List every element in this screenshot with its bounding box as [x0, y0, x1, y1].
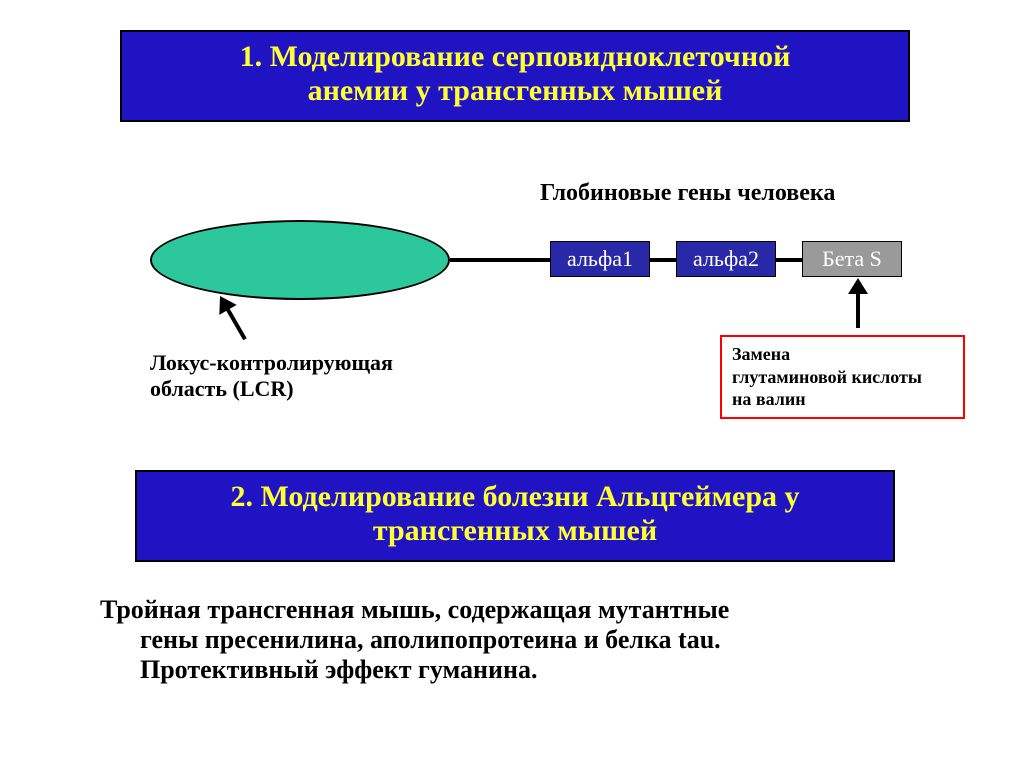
lcr-label-line-1: Локус-контролирующая	[150, 350, 393, 376]
bottom-line-3: Протективный эффект гуманина.	[100, 655, 960, 685]
title-2-line-1: 2. Моделирование болезни Альцгеймера у	[157, 480, 873, 514]
substitution-line-3: на валин	[732, 388, 953, 411]
gene-box-beta-s: Бета S	[802, 241, 902, 277]
gene-diagram: альфа1 альфа2 Бета S Локус-контролирующа…	[0, 190, 1024, 470]
arrow-to-beta	[848, 278, 868, 330]
gene-box-alpha2: альфа2	[676, 241, 776, 277]
arrow-to-lcr	[211, 291, 254, 346]
bottom-line-2: гены пресенилина, аполипопротеина и белк…	[100, 625, 960, 655]
connector-line	[450, 258, 550, 262]
lcr-ellipse	[150, 220, 450, 300]
connector-line	[650, 258, 676, 262]
title-box-2: 2. Моделирование болезни Альцгеймера у т…	[135, 470, 895, 562]
lcr-label-line-2: область (LCR)	[150, 376, 393, 402]
title-1-line-1: 1. Моделирование серповидноклеточной	[142, 40, 888, 74]
substitution-note-box: Замена глутаминовой кислоты на валин	[720, 335, 965, 419]
bottom-paragraph: Тройная трансгенная мышь, содержащая мут…	[100, 595, 960, 685]
connector-line	[776, 258, 802, 262]
lcr-label: Локус-контролирующая область (LCR)	[150, 350, 393, 402]
substitution-line-1: Замена	[732, 343, 953, 366]
gene-box-alpha1: альфа1	[550, 241, 650, 277]
substitution-line-2: глутаминовой кислоты	[732, 366, 953, 389]
title-box-1: 1. Моделирование серповидноклеточной ане…	[120, 30, 910, 122]
title-2-line-2: трансгенных мышей	[157, 514, 873, 548]
title-1-line-2: анемии у трансгенных мышей	[142, 74, 888, 108]
bottom-line-1: Тройная трансгенная мышь, содержащая мут…	[100, 595, 960, 625]
